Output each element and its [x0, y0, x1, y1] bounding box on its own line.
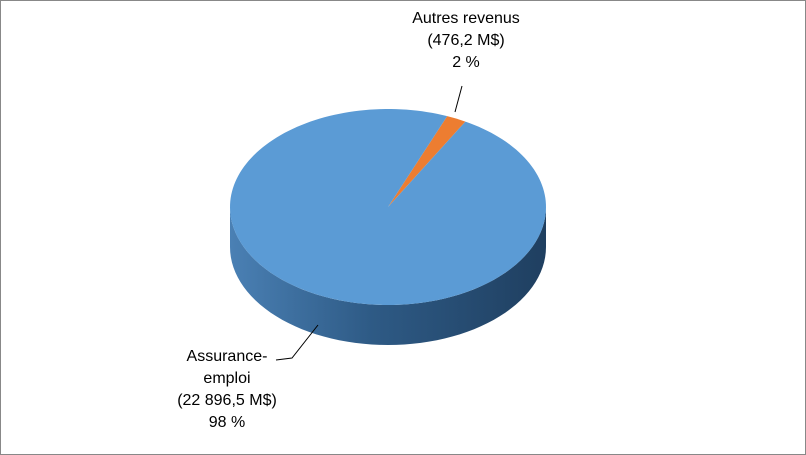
- value-label: (22 896,5 M$): [177, 392, 277, 409]
- value-label: (476,2 M$): [427, 32, 505, 49]
- slice-label: Assurance-emploi (22 896,5 M$) 98 %: [170, 346, 284, 434]
- category-label: Assurance-emploi: [186, 348, 268, 387]
- slice-label: Autres revenus (476,2 M$) 2 %: [386, 8, 546, 74]
- leader-line: [454, 85, 463, 113]
- pie-slice: [230, 109, 546, 305]
- pie: [230, 109, 546, 345]
- category-label: Autres revenus: [412, 10, 520, 27]
- pie-side: [230, 207, 546, 345]
- pie-slice: [388, 116, 466, 207]
- leader-line: [275, 324, 319, 361]
- percent-label: 98 %: [208, 414, 246, 431]
- percent-label: 2 %: [452, 54, 480, 71]
